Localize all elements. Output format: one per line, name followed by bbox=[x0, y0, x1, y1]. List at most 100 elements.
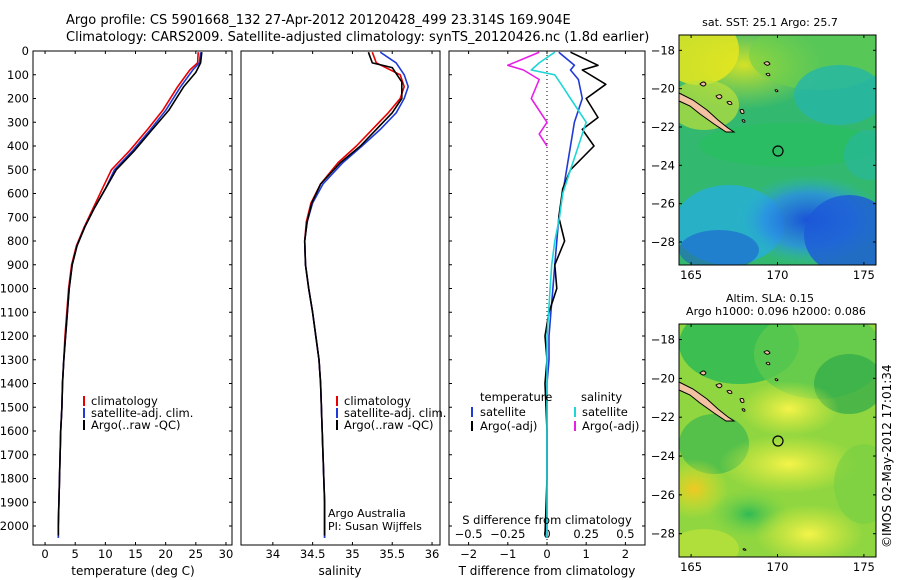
s-diff-tick-label: −0.5 bbox=[455, 527, 483, 541]
annotation-institution: Argo Australia bbox=[328, 507, 406, 520]
depth-tick-label: 1000 bbox=[0, 282, 29, 296]
x-tick-label: 36 bbox=[425, 547, 440, 561]
lat-tick-label: −24 bbox=[651, 449, 675, 463]
depth-axis-ticks: 0 100 200 300 400 500 600 700 800 900 1000 1100 1200… bbox=[0, 44, 232, 533]
lon-tick-label: 175 bbox=[853, 268, 875, 282]
depth-tick-label: 2000 bbox=[0, 519, 29, 533]
difference-axis-ticks: −2 −1 0 1 2−0.5 −0.25 0 0.25 0.5 bbox=[455, 51, 635, 561]
lat-tick-label: −18 bbox=[651, 333, 675, 347]
x-tick-label: 5 bbox=[72, 547, 79, 561]
s-diff-tick-label: 0.25 bbox=[573, 527, 599, 541]
lon-tick-label: 165 bbox=[680, 268, 702, 282]
sst-map-title: sat. SST: 25.1 Argo: 25.7 bbox=[702, 16, 838, 29]
depth-tick-label: 300 bbox=[7, 115, 29, 129]
depth-tick-label: 700 bbox=[7, 210, 29, 224]
lat-tick-label: −18 bbox=[651, 43, 675, 57]
temperature-series bbox=[57, 52, 203, 538]
depth-tick-label: 1900 bbox=[0, 495, 29, 509]
legend-title-salinity: salinity bbox=[581, 390, 622, 404]
loyalty-vanuatu-islands bbox=[699, 350, 779, 551]
depth-tick-label: 200 bbox=[7, 92, 29, 106]
lon-tick-label: 175 bbox=[853, 560, 875, 574]
difference-depth-ticks bbox=[449, 50, 645, 527]
sla-map-field bbox=[679, 324, 876, 557]
depth-tick-label: 400 bbox=[7, 139, 29, 153]
salinity-panel: 34 34.5 35 35.5 36 salinity climatology sate… bbox=[240, 50, 446, 578]
depth-tick-label: 1400 bbox=[0, 377, 29, 391]
depth-tick-label: 0 bbox=[22, 44, 29, 58]
x-tick-label: 0 bbox=[41, 547, 48, 561]
lon-tick-label: 165 bbox=[680, 560, 702, 574]
sst-map-ticks: 165 170 175 −18 −20 −22 −24 −26 −28 bbox=[651, 35, 876, 282]
legend-label-argo: Argo(..raw -QC) bbox=[344, 418, 434, 432]
sla-map-ticks: 165 170 175 −18 −20 −22 −24 −26 −28 bbox=[651, 324, 876, 574]
lat-tick-label: −26 bbox=[651, 488, 675, 502]
depth-tick-label: 500 bbox=[7, 163, 29, 177]
x-tick-label: 20 bbox=[158, 547, 173, 561]
depth-tick-label: 1100 bbox=[0, 305, 29, 319]
lat-tick-label: −20 bbox=[651, 82, 675, 96]
legend-label-satellite: satellite-adj. clim. bbox=[344, 406, 446, 420]
sla-map-title: Altim. SLA: 0.15 bbox=[726, 292, 814, 305]
depth-tick-label: 1300 bbox=[0, 353, 29, 367]
lat-tick-label: −26 bbox=[651, 197, 675, 211]
difference-xlabel: T difference from climatology bbox=[458, 564, 636, 578]
difference-series bbox=[506, 51, 607, 538]
figure-title-line1: Argo profile: CS 5901668_132 27-Apr-2012… bbox=[66, 13, 571, 28]
sla-map-subtitle: Argo h1000: 0.096 h2000: 0.086 bbox=[686, 305, 866, 318]
x-tick-label: 25 bbox=[188, 547, 203, 561]
series-line-salinity-argo-adj bbox=[506, 51, 548, 147]
lat-tick-label: −28 bbox=[651, 235, 675, 249]
difference-legend: temperature satellite Argo(-adj) salinit… bbox=[471, 390, 639, 433]
lat-tick-label: −28 bbox=[651, 527, 675, 541]
legend-title-temperature: temperature bbox=[480, 390, 552, 404]
x-tick-label: 30 bbox=[219, 547, 234, 561]
difference-xlabel-top: S difference from climatology bbox=[462, 513, 632, 527]
copyright-timestamp: ©IMOS 02-May-2012 17:01:34 bbox=[880, 364, 894, 548]
depth-tick-label: 600 bbox=[7, 187, 29, 201]
x-tick-label: 34.5 bbox=[300, 547, 326, 561]
depth-tick-label: 1200 bbox=[0, 329, 29, 343]
legend-label-satellite: satellite-adj. clim. bbox=[91, 406, 193, 420]
salinity-legend: climatology satellite-adj. clim. Argo(..… bbox=[336, 394, 446, 432]
s-diff-tick-label: −0.25 bbox=[490, 527, 525, 541]
series-line-salinity-satellite bbox=[530, 51, 588, 538]
temperature-panel: 0100200300400500600700800900100011001200… bbox=[0, 44, 233, 578]
lon-tick-label: 170 bbox=[767, 560, 789, 574]
difference-panel: −2 −1 0 1 2−0.5 −0.25 0 0.25 0.5 S difference fr… bbox=[448, 50, 646, 578]
depth-tick-label: 1800 bbox=[0, 472, 29, 486]
series-line-argo-raw-qc bbox=[57, 52, 203, 536]
depth-tick-label: 100 bbox=[7, 68, 29, 82]
new-caledonia-island bbox=[678, 381, 736, 422]
series-line-argo-raw-qc bbox=[303, 51, 403, 536]
salinity-axes-frame bbox=[240, 50, 441, 546]
x-tick-label: 34 bbox=[266, 547, 281, 561]
t-diff-tick-label: 1 bbox=[583, 547, 590, 561]
temperature-axis-ticks: 0 5 10 15 20 25 30 bbox=[41, 51, 233, 561]
argo-float-marker bbox=[772, 435, 784, 447]
new-caledonia-island bbox=[678, 92, 736, 133]
t-diff-tick-label: −2 bbox=[460, 547, 477, 561]
legend-label-climatology: climatology bbox=[91, 394, 158, 408]
loyalty-vanuatu-islands bbox=[699, 61, 779, 123]
x-tick-label: 10 bbox=[98, 547, 113, 561]
depth-tick-label: 1600 bbox=[0, 424, 29, 438]
temperature-axes-frame bbox=[32, 50, 233, 546]
lat-tick-label: −22 bbox=[651, 410, 675, 424]
lat-tick-label: −20 bbox=[651, 371, 675, 385]
depth-tick-label: 800 bbox=[7, 234, 29, 248]
figure-title-line2: Climatology: CARS2009. Satellite-adjuste… bbox=[66, 30, 650, 45]
legend-label-argo: Argo(..raw -QC) bbox=[91, 418, 181, 432]
sst-map-panel: sat. SST: 25.1 Argo: 25.7 165 170 175 −18 −2… bbox=[651, 16, 877, 282]
depth-tick-label: 1500 bbox=[0, 400, 29, 414]
t-diff-tick-label: 0 bbox=[543, 547, 550, 561]
x-tick-label: 15 bbox=[128, 547, 143, 561]
annotation-pi: PI: Susan Wijffels bbox=[328, 520, 422, 533]
salinity-axis-ticks: 34 34.5 35 35.5 36 bbox=[266, 51, 440, 561]
argo-float-marker bbox=[772, 145, 784, 157]
depth-tick-label: 1700 bbox=[0, 448, 29, 462]
temperature-xlabel: temperature (deg C) bbox=[71, 564, 194, 578]
legend-label-temp-argo: Argo(-adj) bbox=[480, 419, 537, 433]
legend-label-climatology: climatology bbox=[344, 394, 411, 408]
